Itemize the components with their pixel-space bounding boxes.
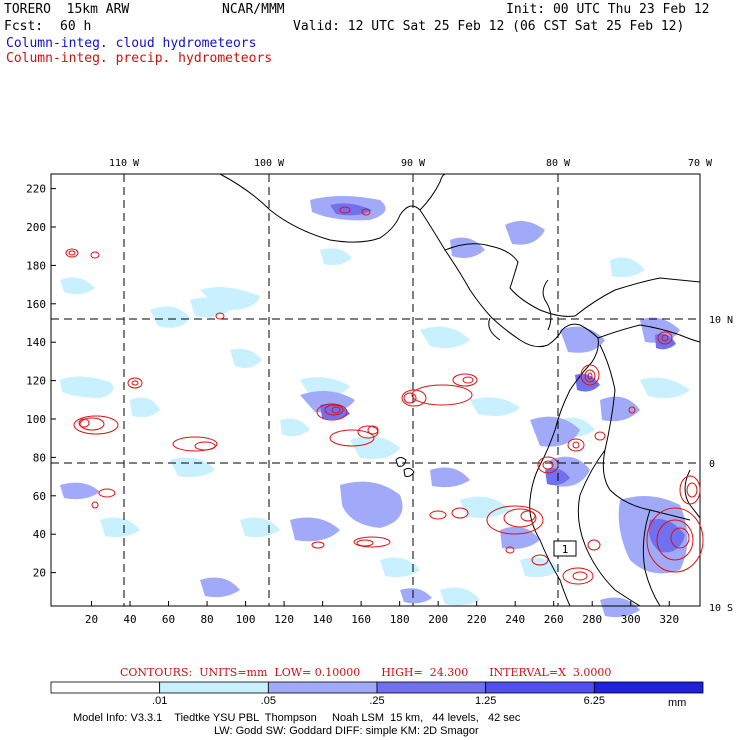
x-tick-label: 260 [544,613,564,626]
y-tick-label: 200 [26,221,46,234]
y-tick-label: 80 [33,451,46,464]
plot-frame [50,173,701,607]
precip-contours [65,206,704,585]
colorbar-level-label: .25 [369,695,384,707]
colorbar-swatch [267,681,378,694]
x-tick-label: 220 [467,613,487,626]
x-tick-label: 80 [200,613,213,626]
x-tick-label: 320 [659,613,679,626]
x-tick-label: 100 [236,613,256,626]
lon-label: 90 W [401,158,426,169]
left-y-ticks: 220 200 180 160 140 120 100 80 60 40 20 [26,183,46,580]
colorbar-unit: mm [668,697,687,709]
field-cloud-title: Column-integ. cloud hydrometeors [6,36,257,51]
region-box-label: 1 [562,543,569,556]
colorbar-swatch [376,681,487,694]
field-precip-title: Column-integ. precip. hydrometeors [6,51,273,66]
colorbar-swatch [50,681,161,694]
x-tick-label: 200 [428,613,448,626]
lon-label: 80 W [546,158,571,169]
y-tick-label: 180 [26,259,46,272]
center-name: NCAR/MMM [222,2,285,17]
contours-note: CONTOURS: UNITS=mm LOW= 0.10000 HIGH= 24… [120,666,612,679]
region-box [553,540,577,557]
y-tick-label: 40 [33,528,46,541]
right-lat-labels: 10 N 0 10 S [709,315,733,614]
lon-label: 110 W [109,158,140,169]
colorbar-swatch [485,681,595,694]
lat-label: 0 [709,459,715,470]
init-time: Init: 00 UTC Thu 23 Feb 12 [506,2,710,17]
colorbar-level-label: .01 [152,695,167,707]
model-info-line2: LW: Godd SW: Goddard DIFF: simple KM: 2D… [214,725,479,737]
latlon-grid [51,174,700,606]
y-tick-label: 60 [33,490,46,503]
valid-time: Valid: 12 UTC Sat 25 Feb 12 (06 CST Sat … [293,19,685,34]
model-info-line1: Model Info: V3.3.1 Tiedtke YSU PBL Thomp… [73,712,521,724]
y-tick-label: 20 [33,567,46,580]
lat-label: 10 N [709,315,733,326]
y-tick-label: 160 [26,298,46,311]
y-tick-label: 120 [26,375,46,388]
colorbar-swatch [593,681,704,694]
bottom-x-ticks: 20 40 60 80 100 120 140 160 180 200 220 240 260 280 30… [85,613,679,626]
top-lon-labels: 110 W 100 W 90 W 80 W 70 W [109,158,713,169]
cloud-shading-mid [60,196,688,618]
lat-label: 10 S [709,603,733,614]
x-tick-label: 300 [621,613,641,626]
colorbar-swatch [159,681,269,694]
x-tick-label: 20 [85,613,98,626]
y-tick-label: 100 [26,413,46,426]
lon-label: 70 W [688,158,713,169]
x-tick-label: 240 [505,613,525,626]
y-tick-label: 140 [26,336,46,349]
x-tick-label: 140 [313,613,333,626]
colorbar: .01 .05 .25 1.25 6.25 [50,681,704,707]
colorbar-level-label: 1.25 [475,695,496,707]
x-tick-label: 40 [123,613,136,626]
lon-label: 100 W [254,158,285,169]
x-tick-label: 160 [351,613,371,626]
colorbar-level-label: 6.25 [584,695,605,707]
coastlines [219,173,701,607]
cloud-shading-light [60,248,690,606]
x-tick-label: 60 [162,613,175,626]
x-tick-label: 180 [390,613,410,626]
x-tick-label: 280 [582,613,602,626]
x-tick-label: 120 [274,613,294,626]
y-tick-label: 220 [26,183,46,196]
forecast-label: Fcst: [4,19,44,34]
forecast-hour: 60 h [60,19,92,34]
model-name: TORERO 15km ARW [4,2,130,17]
colorbar-level-label: .05 [261,695,276,707]
